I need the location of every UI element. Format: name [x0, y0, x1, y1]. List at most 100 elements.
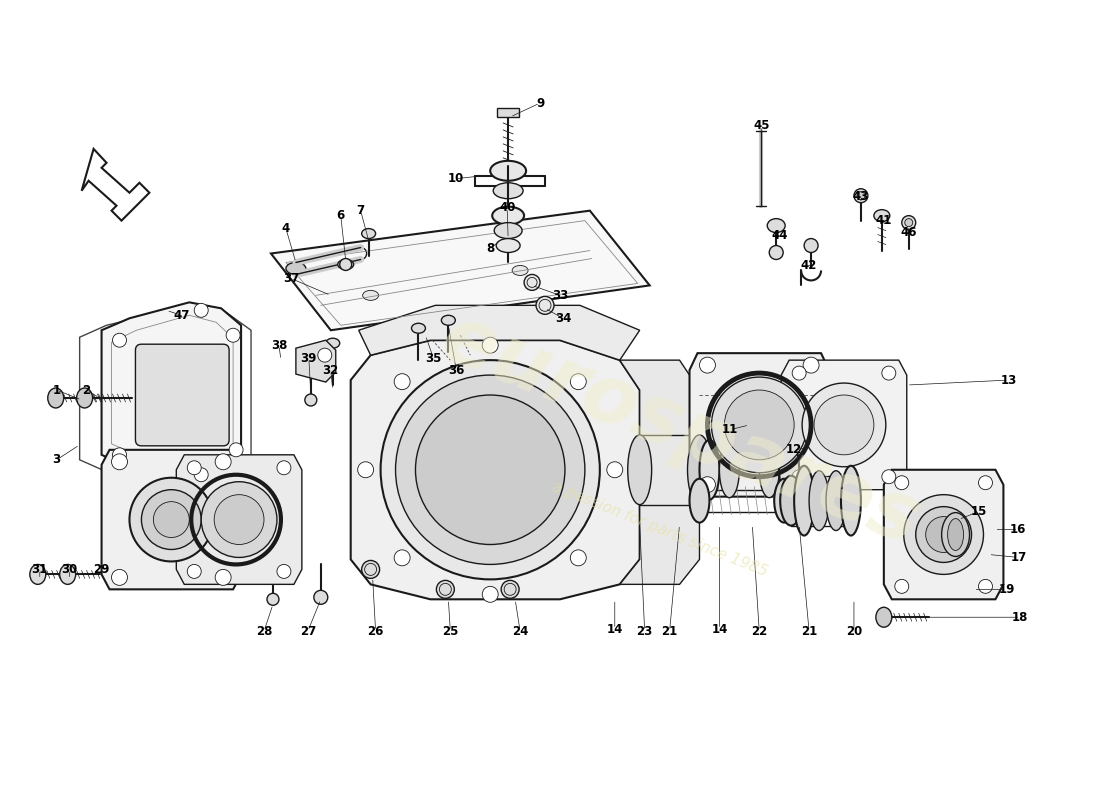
Text: 8: 8	[486, 242, 494, 255]
Circle shape	[358, 462, 374, 478]
Ellipse shape	[767, 218, 785, 233]
Circle shape	[857, 192, 865, 200]
Circle shape	[437, 580, 454, 598]
Ellipse shape	[491, 161, 526, 181]
Circle shape	[482, 338, 498, 353]
Text: 15: 15	[970, 505, 987, 518]
Circle shape	[979, 476, 992, 490]
Circle shape	[153, 502, 189, 538]
Ellipse shape	[873, 210, 890, 222]
FancyBboxPatch shape	[135, 344, 229, 446]
Text: 3: 3	[53, 454, 60, 466]
Ellipse shape	[286, 262, 306, 274]
Circle shape	[305, 394, 317, 406]
Ellipse shape	[690, 478, 710, 522]
Circle shape	[803, 357, 820, 373]
Text: 42: 42	[801, 259, 817, 272]
Circle shape	[882, 366, 895, 380]
Text: 43: 43	[852, 190, 869, 203]
Text: 10: 10	[448, 172, 463, 186]
Ellipse shape	[441, 315, 455, 326]
Circle shape	[195, 468, 208, 482]
Polygon shape	[81, 149, 150, 221]
Ellipse shape	[493, 182, 524, 198]
Ellipse shape	[842, 466, 861, 535]
Circle shape	[130, 478, 213, 562]
Circle shape	[902, 216, 915, 230]
Text: 45: 45	[754, 119, 770, 133]
Ellipse shape	[876, 607, 892, 627]
Polygon shape	[296, 340, 336, 382]
Circle shape	[536, 296, 554, 314]
Text: 21: 21	[661, 625, 678, 638]
Polygon shape	[497, 108, 519, 117]
Circle shape	[277, 461, 290, 474]
Text: eurospares: eurospares	[429, 298, 931, 562]
Text: 38: 38	[271, 338, 287, 352]
Text: 14: 14	[606, 622, 623, 636]
Circle shape	[318, 348, 332, 362]
Circle shape	[802, 383, 886, 466]
Ellipse shape	[494, 222, 522, 238]
Ellipse shape	[77, 388, 92, 408]
Circle shape	[524, 274, 540, 290]
Circle shape	[854, 189, 868, 202]
Ellipse shape	[719, 442, 739, 498]
Ellipse shape	[363, 290, 378, 300]
Ellipse shape	[496, 238, 520, 253]
Circle shape	[792, 366, 806, 380]
Text: 13: 13	[1000, 374, 1016, 386]
Text: 11: 11	[722, 423, 737, 436]
Circle shape	[725, 390, 794, 460]
Ellipse shape	[338, 259, 354, 270]
Text: 34: 34	[554, 312, 571, 325]
Text: 33: 33	[552, 289, 568, 302]
Circle shape	[803, 477, 820, 493]
Circle shape	[769, 246, 783, 259]
Text: a passion for parts since 1985: a passion for parts since 1985	[550, 479, 770, 580]
Polygon shape	[781, 360, 906, 490]
Circle shape	[894, 579, 909, 594]
Circle shape	[905, 218, 913, 226]
Circle shape	[570, 550, 586, 566]
Circle shape	[904, 494, 983, 574]
Text: 1: 1	[53, 383, 60, 397]
Polygon shape	[359, 306, 640, 360]
Circle shape	[362, 561, 380, 578]
Text: 23: 23	[637, 625, 652, 638]
Text: 46: 46	[901, 226, 917, 239]
Text: 35: 35	[426, 352, 441, 365]
Ellipse shape	[59, 565, 76, 584]
Circle shape	[394, 550, 410, 566]
Circle shape	[482, 586, 498, 602]
Text: 6: 6	[337, 209, 345, 222]
Circle shape	[894, 476, 909, 490]
Circle shape	[396, 375, 585, 565]
Circle shape	[570, 374, 586, 390]
Circle shape	[267, 594, 279, 606]
Circle shape	[979, 579, 992, 594]
Circle shape	[792, 470, 806, 484]
Text: 32: 32	[322, 364, 339, 377]
Ellipse shape	[411, 323, 426, 334]
Ellipse shape	[492, 206, 524, 225]
Circle shape	[229, 443, 243, 457]
Circle shape	[381, 360, 600, 579]
Polygon shape	[619, 360, 700, 584]
Ellipse shape	[513, 266, 528, 275]
Text: 2: 2	[82, 383, 90, 397]
Text: 22: 22	[751, 625, 768, 638]
Text: 40: 40	[499, 201, 515, 214]
Circle shape	[187, 461, 201, 474]
Circle shape	[340, 258, 352, 270]
Circle shape	[700, 357, 715, 373]
Circle shape	[112, 334, 126, 347]
Circle shape	[607, 462, 623, 478]
Ellipse shape	[779, 440, 799, 500]
Ellipse shape	[326, 338, 340, 348]
Circle shape	[227, 328, 240, 342]
Circle shape	[915, 506, 971, 562]
Circle shape	[502, 580, 519, 598]
Polygon shape	[176, 455, 301, 584]
Text: 47: 47	[173, 309, 189, 322]
